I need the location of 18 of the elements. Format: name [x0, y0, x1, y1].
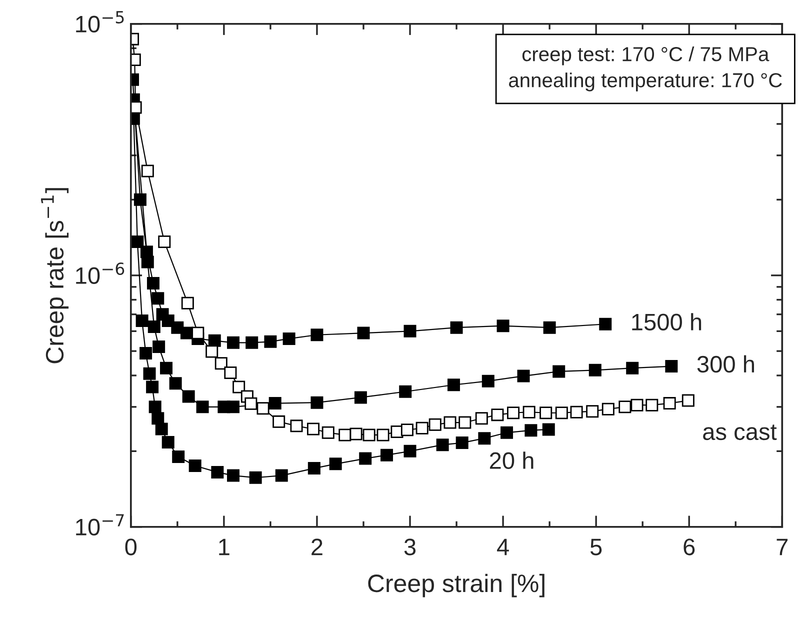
- x-tick-label: 7: [776, 538, 788, 556]
- x-tick-label: 4: [497, 538, 509, 556]
- y-tick-label: 10$^{−7}$: [76, 514, 124, 536]
- y-tick-label: 10$^{−5}$: [76, 11, 124, 32]
- series-label: 1500 h: [632, 313, 702, 330]
- x-tick-label: 6: [684, 538, 695, 556]
- annotation: creep test: 170 °C / 75 MPa annealing temperature: 170 °C: [508, 46, 782, 92]
- x-tick-label: 0: [125, 538, 137, 556]
- x-tick-label: 1: [219, 538, 230, 556]
- x-tick-label: 2: [312, 538, 322, 556]
- x-axis-title: Creep strain [%]: [368, 574, 544, 598]
- x-tick-label: 5: [590, 538, 602, 556]
- x-tick-label: 3: [404, 538, 416, 556]
- y-tick-label: 10$^{−6}$: [76, 262, 124, 284]
- series-label: 300 h: [697, 355, 754, 373]
- y-axis-title: Creep rate [s$^{−1}$]: [41, 188, 69, 364]
- series-label: 20 h: [490, 452, 534, 470]
- series-label: as cast: [703, 424, 777, 440]
